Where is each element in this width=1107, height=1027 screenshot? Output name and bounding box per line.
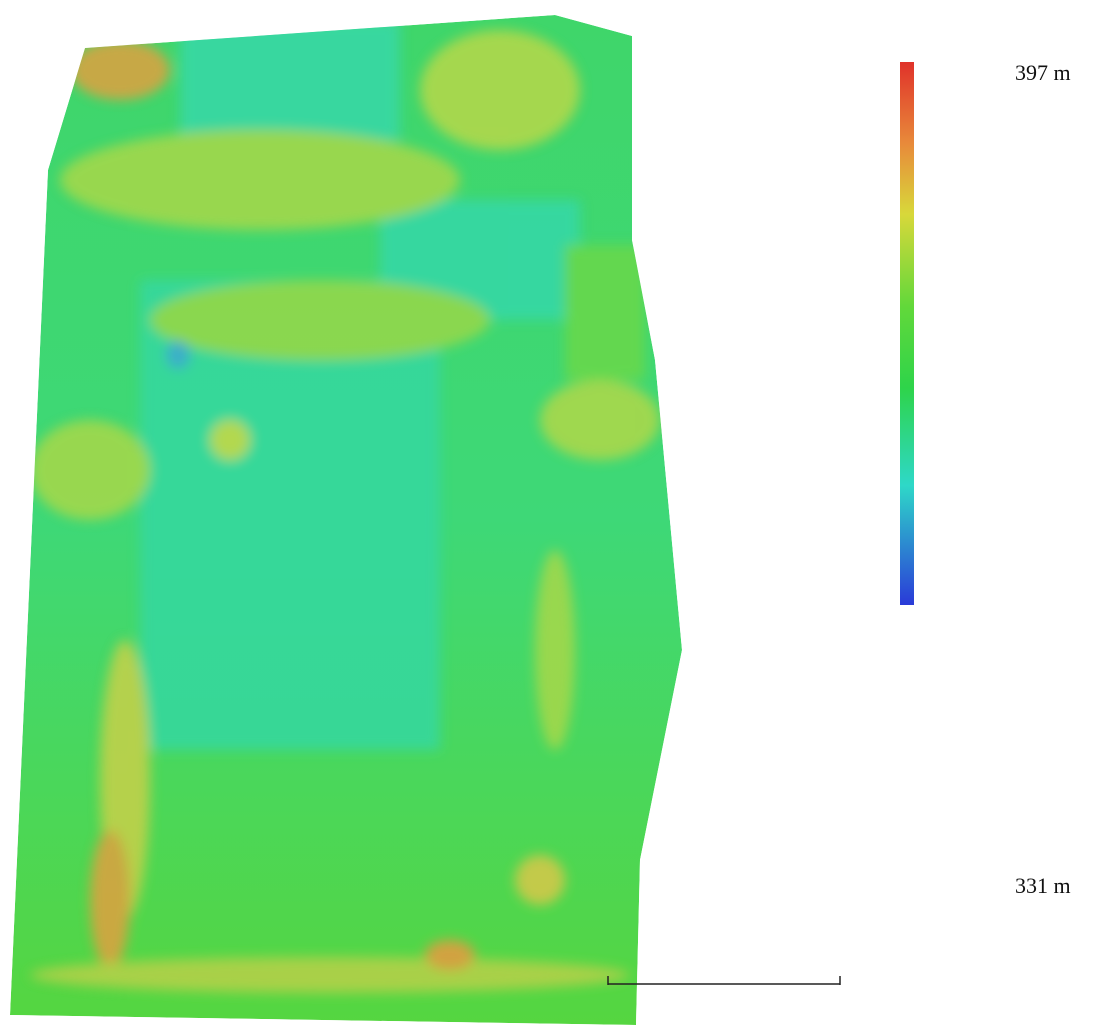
- color-ramp: [900, 62, 914, 605]
- legend-min-label: 331 m: [1015, 873, 1071, 898]
- legend-max-label: 397 m: [1015, 60, 1071, 85]
- scale-bar: [607, 976, 841, 985]
- elevation-raster: [10, 15, 682, 1025]
